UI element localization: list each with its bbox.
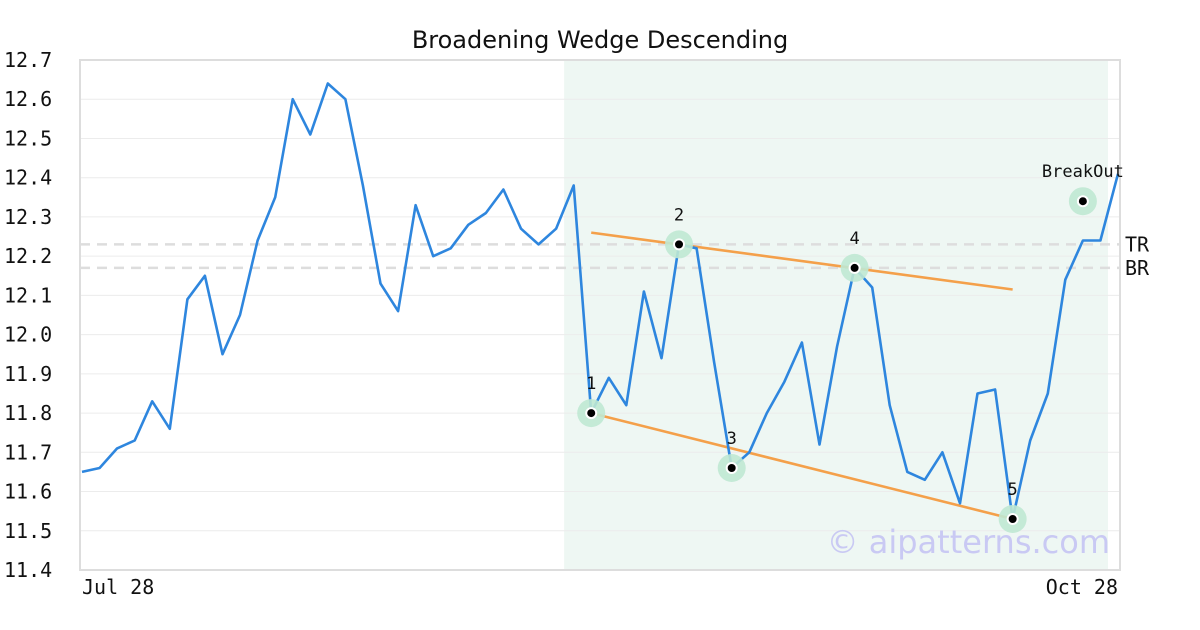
pattern-point-dot [725,462,738,474]
y-tick-label: 11.9 [4,362,52,386]
pattern-point-dot [585,407,598,420]
y-tick-label: 12.1 [4,283,52,307]
pattern-point-label: 5 [1008,480,1018,500]
level-label: TR [1125,232,1150,256]
y-tick-label: 12.4 [4,166,52,190]
x-tick-label: Jul 28 [82,575,154,599]
y-tick-label: 11.4 [4,558,52,582]
pattern-point-dot [1006,513,1019,525]
y-tick-label: 12.0 [4,323,52,347]
watermark: © aipatterns.com [827,523,1110,561]
x-tick-label: Oct 28 [1046,575,1118,599]
trend-line [591,231,1013,291]
pattern-point-label: 3 [727,429,737,449]
pattern-point-label: 1 [586,374,596,394]
pattern-window [564,60,1108,570]
pattern-point-dot [673,238,686,251]
y-tick-label: 12.5 [4,126,52,150]
y-tick-label: 11.5 [4,519,52,543]
y-tick-label: 12.2 [4,244,52,268]
plot-frame [79,59,1121,571]
pattern-point-label: 4 [849,229,859,249]
y-tick-label: 11.8 [4,401,52,425]
y-tick-label: 11.6 [4,480,52,504]
chart-title: Broadening Wedge Descending [412,26,788,54]
y-tick-label: 12.7 [4,48,52,72]
price-series-line [81,82,1120,521]
breakout-point-dot [1076,195,1089,208]
y-axis-ticks: 12.7 12.6 12.5 12.4 12.3 12.2 12.1 12.0 11.9 11.8… [4,48,52,582]
pattern-point-label: 2 [674,205,684,225]
trend-line [590,411,1013,521]
y-tick-label: 12.3 [4,205,52,229]
pattern-markers: 1 2 3 4 5 BreakOut [577,162,1124,533]
breakout-point-label: BreakOut [1042,162,1124,182]
level-label: BR [1125,256,1150,280]
y-tick-label: 11.7 [4,440,52,464]
pattern-point-dot [848,261,861,274]
trend-lines [590,231,1013,521]
y-tick-label: 12.6 [4,87,52,111]
x-axis-ticks: Jul 28 Oct 28 [82,575,1118,599]
